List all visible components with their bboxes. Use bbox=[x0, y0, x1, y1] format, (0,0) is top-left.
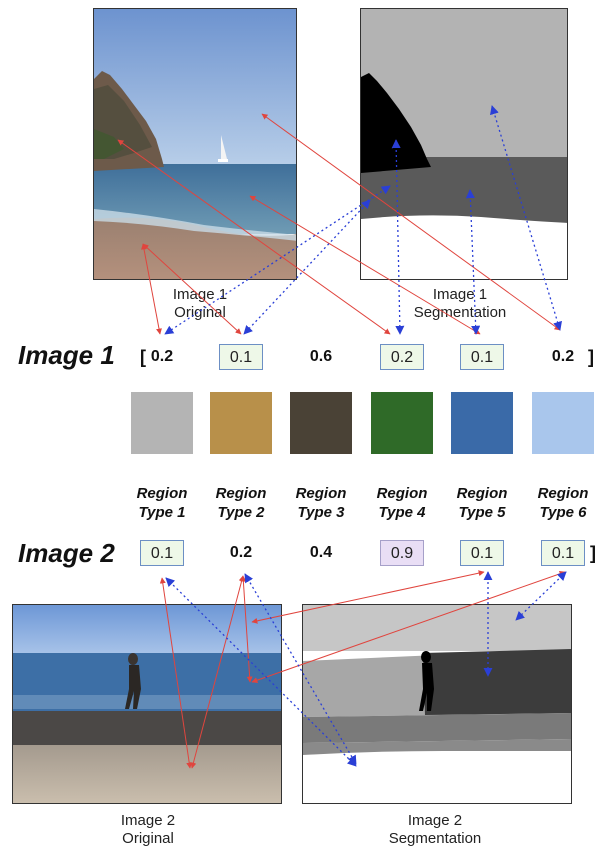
region-type-label-2: Region Type 2 bbox=[201, 484, 281, 522]
image2-value-2: 0.2 bbox=[229, 544, 253, 561]
region-type-line2: Type 4 bbox=[378, 504, 426, 521]
image2-value-3: 0.4 bbox=[309, 544, 333, 561]
region-type-line2: Type 2 bbox=[217, 504, 265, 521]
region-type-line1: Region bbox=[456, 485, 508, 502]
caption-line: Original bbox=[174, 304, 226, 321]
region-swatch-1 bbox=[131, 392, 193, 454]
image1-bracket-open: [ bbox=[140, 347, 146, 367]
region-type-line2: Type 6 bbox=[539, 504, 587, 521]
caption-line: Segmentation bbox=[413, 304, 507, 321]
image1-value-4: 0.2 bbox=[380, 344, 424, 370]
image1-original-caption: Image 1 Original bbox=[120, 286, 280, 322]
region-type-line2: Type 3 bbox=[297, 504, 345, 521]
region-type-label-5: Region Type 5 bbox=[442, 484, 522, 522]
image1-bracket-close: ] bbox=[588, 347, 594, 367]
caption-line: Segmentation bbox=[388, 830, 482, 847]
region-swatch-2 bbox=[210, 392, 272, 454]
caption-line: Image 1 bbox=[432, 286, 488, 303]
region-type-line2: Type 5 bbox=[458, 504, 506, 521]
region-type-label-6: Region Type 6 bbox=[523, 484, 603, 522]
image1-value-3: 0.6 bbox=[309, 348, 333, 365]
region-type-line1: Region bbox=[136, 485, 188, 502]
region-swatch-3 bbox=[290, 392, 352, 454]
image2-segmentation bbox=[302, 604, 572, 804]
image2-value-5: 0.1 bbox=[460, 540, 504, 566]
image2-value-1: 0.1 bbox=[140, 540, 184, 566]
image1-value-2: 0.1 bbox=[219, 344, 263, 370]
caption-line: Image 2 bbox=[407, 812, 463, 829]
image1-value-6: 0.2 bbox=[551, 348, 575, 365]
region-type-label-4: Region Type 4 bbox=[362, 484, 442, 522]
region-type-label-1: Region Type 1 bbox=[122, 484, 202, 522]
image1-value-1: 0.2 bbox=[150, 348, 174, 365]
region-type-line1: Region bbox=[537, 485, 589, 502]
region-swatch-4 bbox=[371, 392, 433, 454]
region-swatch-6 bbox=[532, 392, 594, 454]
image2-value-6: 0.1 bbox=[541, 540, 585, 566]
image2-original-caption: Image 2 Original bbox=[68, 812, 228, 848]
image1-segmentation-caption: Image 1 Segmentation bbox=[380, 286, 540, 322]
image2-bracket-close: ] bbox=[590, 543, 596, 563]
caption-line: Image 1 bbox=[172, 286, 228, 303]
image2-segmentation-caption: Image 2 Segmentation bbox=[355, 812, 515, 848]
caption-line: Image 2 bbox=[120, 812, 176, 829]
image2-value-4: 0.9 bbox=[380, 540, 424, 566]
image1-segmentation bbox=[360, 8, 568, 280]
region-type-line2: Type 1 bbox=[138, 504, 186, 521]
caption-line: Original bbox=[122, 830, 174, 847]
image1-value-5: 0.1 bbox=[460, 344, 504, 370]
region-swatch-5 bbox=[451, 392, 513, 454]
region-type-line1: Region bbox=[215, 485, 267, 502]
image1-row-title: Image 1 bbox=[18, 340, 115, 370]
region-type-label-3: Region Type 3 bbox=[281, 484, 361, 522]
image1-original-photo bbox=[93, 8, 297, 280]
region-type-line1: Region bbox=[295, 485, 347, 502]
region-type-line1: Region bbox=[376, 485, 428, 502]
image2-row-title: Image 2 bbox=[18, 538, 115, 568]
image2-original-photo bbox=[12, 604, 282, 804]
